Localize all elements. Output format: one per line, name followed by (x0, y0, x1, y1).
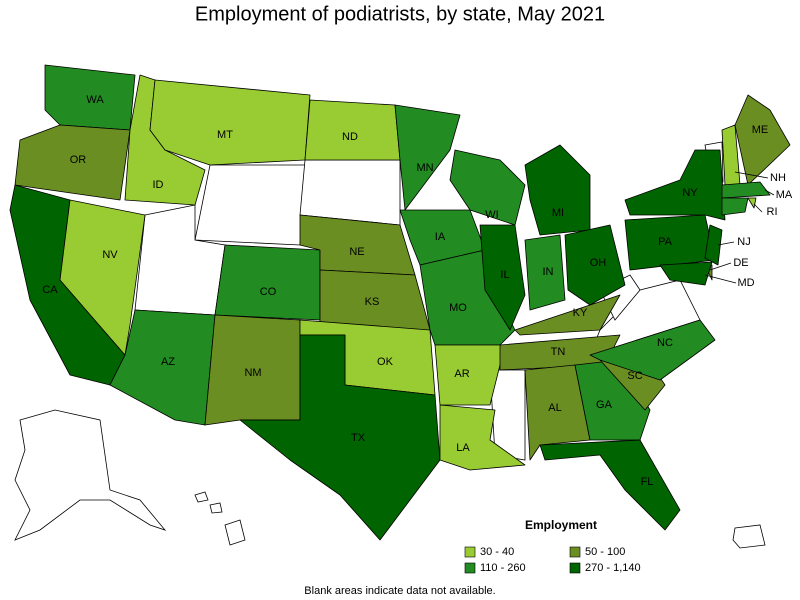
footnote: Blank areas indicate data not available. (304, 585, 495, 597)
state (214, 244, 321, 321)
state-label: ID (153, 179, 164, 191)
state-label: FL (641, 476, 654, 488)
legend-swatch (464, 546, 476, 558)
state-label: MD (737, 277, 754, 289)
leader-line (764, 189, 775, 196)
state (239, 334, 441, 541)
state-label: OH (590, 257, 607, 269)
state (434, 344, 506, 406)
blank-state (194, 491, 209, 503)
state-label: AZ (161, 356, 175, 368)
state-label: OR (70, 154, 87, 166)
state-label: KY (573, 307, 588, 319)
state (14, 124, 131, 201)
state-label: NH (770, 172, 786, 184)
state (524, 144, 591, 236)
state-label: NY (682, 187, 698, 199)
state (704, 224, 723, 266)
state-label: NM (244, 367, 261, 379)
leader-line (704, 274, 737, 284)
blank-state (209, 502, 223, 514)
legend-label: 270 - 1,140 (585, 562, 641, 574)
state (479, 224, 526, 331)
legend-label: 110 - 260 (480, 562, 526, 574)
state-label: ME (752, 124, 769, 136)
state (659, 261, 713, 286)
state-label: WA (86, 94, 104, 106)
state-label: MN (416, 162, 433, 174)
state-label: WI (485, 209, 498, 221)
legend-title: Employment (525, 518, 597, 532)
state-label: RI (767, 206, 778, 218)
state-label: CA (42, 284, 58, 296)
state (721, 181, 771, 199)
state (514, 294, 621, 336)
state (524, 364, 591, 461)
legend: Employment 30 - 40 50 - 100 110 - 260 270 -… (464, 518, 641, 574)
blank-state (299, 159, 401, 226)
state (439, 404, 526, 471)
state (394, 104, 461, 211)
state-labels: WA OR CA NV ID MT CO AZ NM ND NE KS OK TX MN IA MO AR LA WI… (42, 94, 793, 488)
state-label: KS (365, 296, 380, 308)
state-label: PA (658, 236, 673, 248)
blank-state (224, 519, 246, 546)
states (9, 64, 791, 541)
leader-line (734, 171, 769, 179)
state-label: NJ (737, 236, 750, 248)
state (624, 149, 726, 221)
state-label: TX (351, 432, 366, 444)
state-label: MI (552, 207, 564, 219)
state-label: NC (657, 337, 673, 349)
state (524, 234, 566, 311)
state (734, 94, 791, 186)
state (589, 319, 716, 381)
blank-state (489, 369, 526, 461)
legend-label: 30 - 40 (480, 546, 514, 558)
state-label: SC (627, 370, 642, 382)
state-label: ND (342, 131, 358, 143)
state-label: IL (500, 269, 509, 281)
state-label: IA (435, 231, 446, 243)
state (59, 199, 146, 356)
leader-line (709, 262, 732, 271)
state-label: GA (596, 399, 613, 411)
state-label: MO (449, 302, 467, 314)
leader-line (717, 241, 735, 246)
legend-swatch (569, 562, 581, 574)
state-label: NE (349, 246, 364, 258)
state-label: LA (456, 442, 470, 454)
blank-state (732, 524, 766, 549)
blank-state (14, 409, 167, 541)
leader-line (753, 203, 763, 213)
state-label: MA (776, 189, 793, 201)
state (539, 439, 681, 531)
state-label: NV (102, 249, 118, 261)
state-label: MT (217, 129, 233, 141)
map-title: Employment of podiatrists, by state, May… (195, 3, 605, 25)
state-label: DE (733, 257, 748, 269)
state (564, 224, 626, 306)
state-label: AL (548, 402, 561, 414)
legend-swatch (464, 562, 476, 574)
legend-swatch (569, 546, 581, 558)
state-label: AR (454, 368, 469, 380)
state (747, 197, 757, 209)
legend-label: 50 - 100 (585, 546, 625, 558)
state-label: TN (551, 346, 566, 358)
state-label: CO (260, 286, 277, 298)
state-label: IN (543, 266, 554, 278)
state-label: OK (377, 356, 394, 368)
blank-state (194, 164, 306, 246)
state (149, 79, 311, 166)
state (721, 197, 749, 216)
